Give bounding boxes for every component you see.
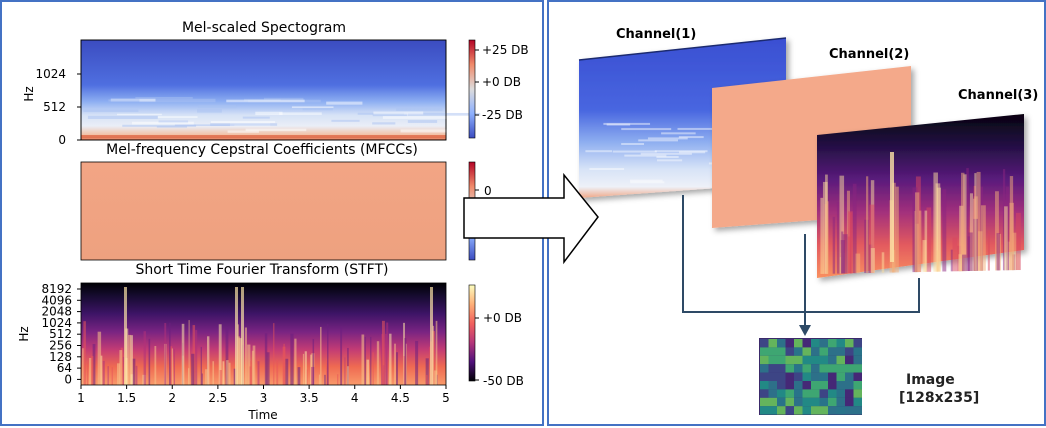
stft-ytick: 8192 (41, 282, 72, 296)
mel-texture (81, 97, 481, 138)
channel-1-label: Channel(1) (616, 27, 696, 42)
merge-arrowhead (799, 325, 811, 336)
stft-colorbar-tick: +0 DB (483, 311, 522, 325)
output-image-label: Image (906, 372, 955, 388)
stft-xtick: 3.5 (300, 391, 319, 405)
mel-colorbar-tick: +0 DB (482, 75, 521, 89)
mel-frame (80, 39, 447, 141)
stft-xtick: 1 (77, 391, 85, 405)
mel-colorbar-tick: -25 DB (482, 108, 523, 122)
mel-ytick: 0 (58, 133, 66, 147)
mfcc-title: Mel-frequency Cepstral Coefficients (MFC… (106, 142, 418, 158)
channel-3-label: Channel(3) (958, 88, 1038, 103)
stft-xticks: 1 1.5 2 2.5 3 3.5 4 4.5 5 (77, 385, 450, 405)
stft-xtick: 2 (168, 391, 176, 405)
stft-ytick: 128 (49, 350, 72, 364)
mfcc-heatmap (80, 161, 447, 261)
channels-diagram: Channel(1) Channel(2) Channel(3) Image [… (578, 27, 1038, 415)
channel-2-label: Channel(2) (829, 47, 909, 62)
stft-plot (80, 282, 447, 386)
stft-xlabel: Time (247, 408, 277, 422)
stft-ytick: 1024 (41, 316, 72, 330)
stft-colorbar-tick: -50 DB (483, 374, 524, 388)
mfcc-colorbar-tick: 0 (484, 184, 492, 198)
mel-colorbar (468, 39, 476, 139)
merge-connector (682, 195, 920, 327)
stft-ylabel: Hz (17, 326, 31, 341)
mel-ytick: 512 (43, 100, 66, 114)
mel-ytick: 1024 (35, 67, 66, 81)
spectrogram-figure: Mel-scaled Spectogram Hz 1024 512 0 +25 … (17, 20, 529, 422)
stft-ytick: 512 (49, 327, 72, 341)
spectrogram-panel: Mel-scaled Spectogram Hz 1024 512 0 +25 … (0, 0, 544, 426)
stft-xtick: 4.5 (391, 391, 410, 405)
mel-plot (80, 39, 481, 141)
stft-colorbar (468, 284, 476, 382)
stft-xtick: 3 (260, 391, 268, 405)
output-image-thumbnail (759, 338, 862, 415)
stft-title: Short Time Fourier Transform (STFT) (136, 262, 389, 278)
stft-xtick: 5 (442, 391, 450, 405)
stft-texture (82, 287, 438, 385)
stft-ytick: 256 (49, 339, 72, 353)
mel-title: Mel-scaled Spectogram (182, 20, 346, 36)
stft-ytick: 64 (57, 361, 72, 375)
stft-xtick: 2.5 (208, 391, 227, 405)
stft-xtick: 4 (351, 391, 359, 405)
channels-panel: Channel(1) Channel(2) Channel(3) Image [… (547, 0, 1046, 426)
transition-arrow (463, 172, 599, 265)
right-arrow-icon (463, 172, 599, 265)
stft-xtick: 1.5 (117, 391, 136, 405)
mel-ylabel: Hz (22, 86, 36, 101)
channel-3-texture (820, 152, 1021, 274)
stft-ytick: 0 (64, 372, 72, 386)
stft-ytick: 4096 (41, 293, 72, 307)
stft-ytick: 2048 (41, 305, 72, 319)
mel-colorbar-tick: +25 DB (482, 43, 529, 57)
output-image-size: [128x235] (899, 390, 979, 406)
